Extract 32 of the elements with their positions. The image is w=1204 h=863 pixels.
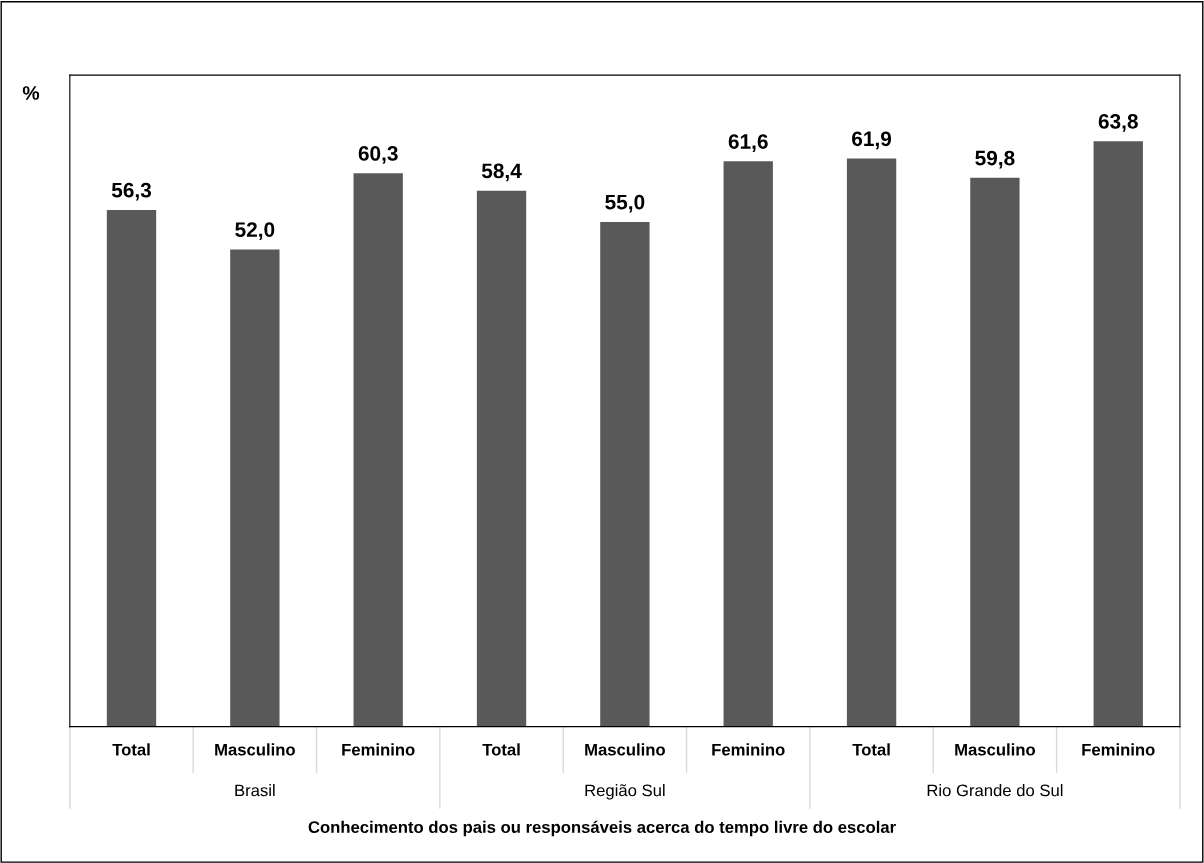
data-label: 52,0 xyxy=(235,222,275,241)
bar xyxy=(106,209,157,727)
x-tick-label: Feminino xyxy=(342,743,415,756)
bar xyxy=(600,221,650,727)
y-axis-title: % xyxy=(22,86,40,100)
x-tick-label: Feminino xyxy=(1082,743,1155,756)
x-tick-label: Total xyxy=(112,743,150,756)
data-label: 55,0 xyxy=(605,194,645,213)
bar xyxy=(353,173,403,727)
x-tick-label: Masculino xyxy=(585,743,665,756)
text: Brasil xyxy=(235,784,275,797)
bar xyxy=(476,190,527,727)
data-label: 58,4 xyxy=(481,163,522,182)
bar xyxy=(970,177,1020,727)
data-label: 61,9 xyxy=(852,131,892,150)
x-tick-label: Total xyxy=(852,743,890,756)
data-label: 60,3 xyxy=(358,146,398,164)
x-tick-label: Total xyxy=(482,743,520,756)
data-label: 63,8 xyxy=(1098,113,1138,132)
data-label: 56,3 xyxy=(111,182,152,201)
text: Região Sul xyxy=(585,784,665,800)
x-tick-label: Masculino xyxy=(215,743,295,756)
data-label: 59,8 xyxy=(975,150,1015,169)
x-tick-label: Masculino xyxy=(955,743,1035,756)
bar xyxy=(846,158,897,727)
x-axis-title: Conhecimento dos pais ou responsáveis acerca do tempo livre do escolar xyxy=(308,820,896,837)
text: Rio Grande do Sul xyxy=(927,784,1063,797)
x-tick-label: Feminino xyxy=(712,743,785,756)
bar xyxy=(1093,141,1143,727)
data-label: 61,6 xyxy=(728,134,768,152)
bar xyxy=(723,161,773,727)
bar xyxy=(230,249,280,727)
